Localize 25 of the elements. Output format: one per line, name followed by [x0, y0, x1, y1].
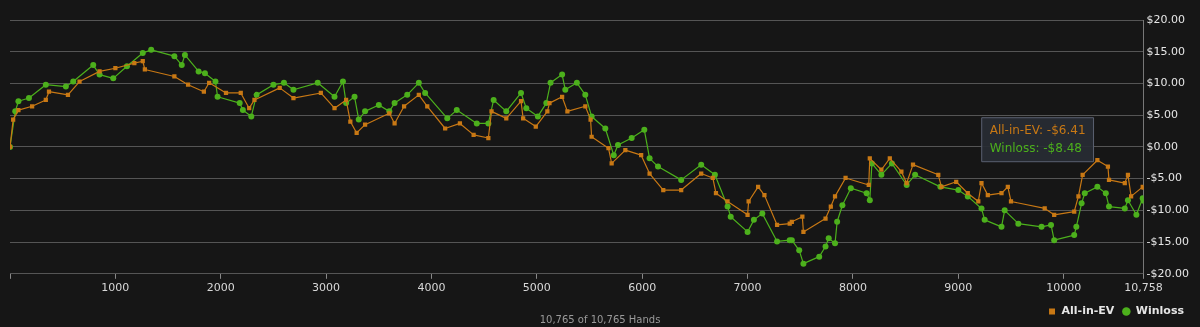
y-tick-label: -$5.00	[1146, 171, 1183, 185]
x-tick-label: 9000	[944, 281, 973, 295]
legend-label: Winloss	[1135, 304, 1185, 318]
x-tick-label: 3000	[312, 281, 341, 295]
y-tick-label: -$20.00	[1146, 266, 1190, 280]
x-tick-label: 8000	[838, 281, 867, 295]
y-tick-label: $5.00	[1146, 108, 1179, 122]
y-tick-label: $10.00	[1146, 76, 1186, 90]
annotation: Winloss: -$8.48	[989, 140, 1082, 155]
x-tick-label: 10000	[1046, 281, 1082, 295]
x-tick-label: 6000	[628, 281, 657, 295]
y-tick-label: -$15.00	[1146, 234, 1190, 248]
y-tick-label: $0.00	[1146, 139, 1179, 153]
x-axis-title: 10,765 of 10,765 Hands	[539, 313, 661, 325]
y-tick-label: -$10.00	[1146, 203, 1190, 217]
annotation: All-in-EV: -$6.41	[989, 122, 1086, 137]
x-tick-label: 7000	[733, 281, 762, 295]
x-tick-label: 2000	[206, 281, 235, 295]
legend-label: All-in-EV	[1061, 304, 1115, 318]
x-tick-label: 5000	[522, 281, 551, 295]
x-tick-label: 1000	[101, 281, 130, 295]
y-tick-label: $20.00	[1146, 12, 1186, 26]
y-tick-label: $15.00	[1146, 44, 1186, 58]
x-tick-label: 4000	[417, 281, 446, 295]
x-tick-label: 10,758	[1124, 281, 1163, 295]
